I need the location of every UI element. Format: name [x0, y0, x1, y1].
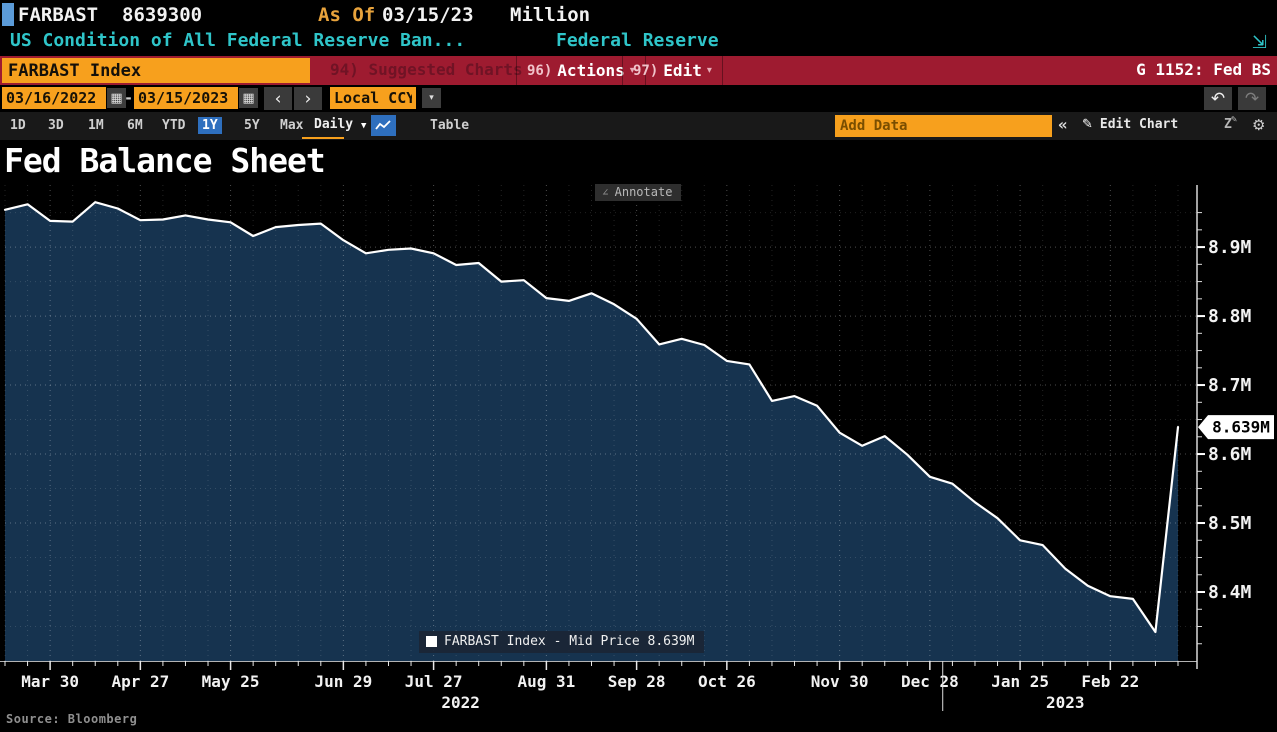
pencil-icon: ✎	[1231, 114, 1238, 125]
year-label: 2023	[1046, 693, 1085, 712]
tab-6m[interactable]: 6M	[127, 118, 143, 133]
edit-menu-button[interactable]: 97) Edit ▾	[622, 56, 723, 85]
annotate-pencil-icon: ∠	[602, 185, 609, 199]
security-header-row: FARBAST 8639300 As Of 03/15/23 Million	[0, 0, 1277, 29]
chart-id-label: G 1152: Fed BS	[1136, 60, 1271, 79]
legend-swatch	[426, 636, 437, 647]
expand-icon[interactable]: ⇲	[1252, 32, 1268, 53]
x-tick-label: Oct 26	[698, 672, 756, 691]
y-tick-label: 8.9M	[1208, 237, 1252, 258]
security-description-row: US Condition of All Federal Reserve Ban.…	[0, 29, 1277, 56]
annotation-mode-icon[interactable]: Z ✎	[1224, 114, 1237, 132]
legend-text: FARBAST Index - Mid Price 8.639M	[444, 634, 695, 649]
as-of-label: As Of	[318, 4, 376, 26]
x-tick-label: Sep 28	[608, 672, 666, 691]
data-source-name: Federal Reserve	[556, 30, 719, 51]
command-bar: 94) Suggested Charts 96) Actions ▾ 97) E…	[0, 56, 1277, 85]
annotate-label: Annotate	[614, 185, 673, 199]
y-tick-label: 8.6M	[1208, 444, 1252, 465]
price-line	[3, 201, 1180, 634]
date-range-bar: ▦ - ▦ ‹ › ▾ ↶ ↷	[0, 85, 1277, 112]
edit-num: 97)	[633, 62, 659, 79]
as-of-date: 03/15/23	[382, 4, 474, 26]
source-attribution: Source: Bloomberg	[6, 712, 138, 726]
security-input[interactable]	[2, 58, 310, 83]
annotate-button[interactable]: ∠ Annotate	[595, 184, 682, 201]
x-tick-label: Jul 27	[405, 672, 463, 691]
chart-plot[interactable]: 8.4M 8.5M 8.6M 8.7M 8.8M 8.9M Mar 30 Apr 27 May …	[0, 180, 1277, 732]
chart-legend: FARBAST Index - Mid Price 8.639M	[419, 631, 705, 653]
line-chart-icon[interactable]	[371, 115, 396, 136]
edit-chart-label: Edit Chart	[1099, 117, 1179, 132]
y-tick-label: 8.4M	[1208, 582, 1252, 603]
pencil-icon: ✎	[1082, 117, 1093, 132]
last-value: 8639300	[122, 4, 203, 26]
actions-label: Actions	[557, 61, 625, 80]
tab-ytd[interactable]: YTD	[162, 118, 186, 133]
security-marker	[2, 3, 14, 26]
x-tick-label: Apr 27	[111, 672, 169, 691]
date-range-dash: -	[124, 89, 134, 107]
chevron-down-icon: ▾	[706, 65, 712, 76]
redo-button[interactable]: ↷	[1238, 87, 1266, 110]
shift-range-forward-button[interactable]: ›	[294, 87, 322, 110]
y-tick-label: 8.8M	[1208, 306, 1252, 327]
collapse-panel-icon[interactable]: «	[1058, 115, 1068, 134]
tab-1m[interactable]: 1M	[88, 118, 104, 133]
x-tick-label: Dec 28	[901, 672, 959, 691]
last-price-label: 8.639M	[1212, 418, 1270, 437]
last-price-flag	[1198, 415, 1274, 440]
frequency-underline	[302, 137, 344, 139]
edit-chart-button[interactable]: ✎ Edit Chart	[1082, 117, 1178, 132]
add-data-input[interactable]	[835, 115, 1052, 137]
suggested-charts-button[interactable]: 94) Suggested Charts	[330, 60, 523, 79]
currency-select[interactable]	[330, 87, 416, 109]
y-tick-label: 8.5M	[1208, 513, 1252, 534]
x-tick-label: Jun 29	[314, 672, 372, 691]
tab-max[interactable]: Max	[280, 118, 304, 133]
x-tick-label: May 25	[202, 672, 260, 691]
x-tick-label: Jan 25	[991, 672, 1049, 691]
actions-menu-button[interactable]: 96) Actions ▾	[516, 56, 646, 85]
year-label: 2022	[441, 693, 480, 712]
x-tick-label: Feb 22	[1081, 672, 1139, 691]
tab-3d[interactable]: 3D	[48, 118, 64, 133]
calendar-icon[interactable]: ▦	[239, 88, 258, 108]
end-date-input[interactable]	[134, 87, 238, 109]
frequency-value: Daily	[314, 117, 354, 132]
x-tick-label: Mar 30	[21, 672, 79, 691]
start-date-input[interactable]	[2, 87, 106, 109]
caret-down-icon: ▼	[360, 121, 367, 131]
shift-range-back-button[interactable]: ‹	[264, 87, 292, 110]
tab-5y[interactable]: 5Y	[244, 118, 260, 133]
frequency-dropdown[interactable]: Daily ▼	[314, 117, 366, 132]
tab-1d[interactable]: 1D	[10, 118, 26, 133]
x-tick-label: Nov 30	[811, 672, 869, 691]
period-toolbar: 1D 3D 1M 6M YTD 1Y 5Y Max Daily ▼ Table …	[0, 112, 1277, 140]
edit-label: Edit	[663, 61, 702, 80]
annotate-z-glyph: Z	[1224, 117, 1232, 132]
gear-icon[interactable]: ⚙	[1252, 116, 1266, 134]
security-description: US Condition of All Federal Reserve Ban.…	[10, 30, 466, 51]
chevron-down-icon: ▾	[629, 65, 635, 76]
chart-title: Fed Balance Sheet	[4, 141, 326, 180]
chart-region: 8.4M 8.5M 8.6M 8.7M 8.8M 8.9M Mar 30 Apr 27 May …	[0, 180, 1277, 732]
actions-num: 96)	[527, 62, 553, 79]
chart-area-fill	[5, 202, 1178, 661]
calendar-icon[interactable]: ▦	[107, 88, 126, 108]
undo-button[interactable]: ↶	[1204, 87, 1232, 110]
units-label: Million	[510, 4, 591, 26]
ticker: FARBAST	[18, 4, 99, 26]
tab-1y-selected[interactable]: 1Y	[198, 117, 222, 134]
tab-table[interactable]: Table	[430, 118, 470, 133]
y-tick-label: 8.7M	[1208, 375, 1252, 396]
currency-dropdown-icon[interactable]: ▾	[422, 88, 441, 108]
x-tick-label: Aug 31	[517, 672, 575, 691]
